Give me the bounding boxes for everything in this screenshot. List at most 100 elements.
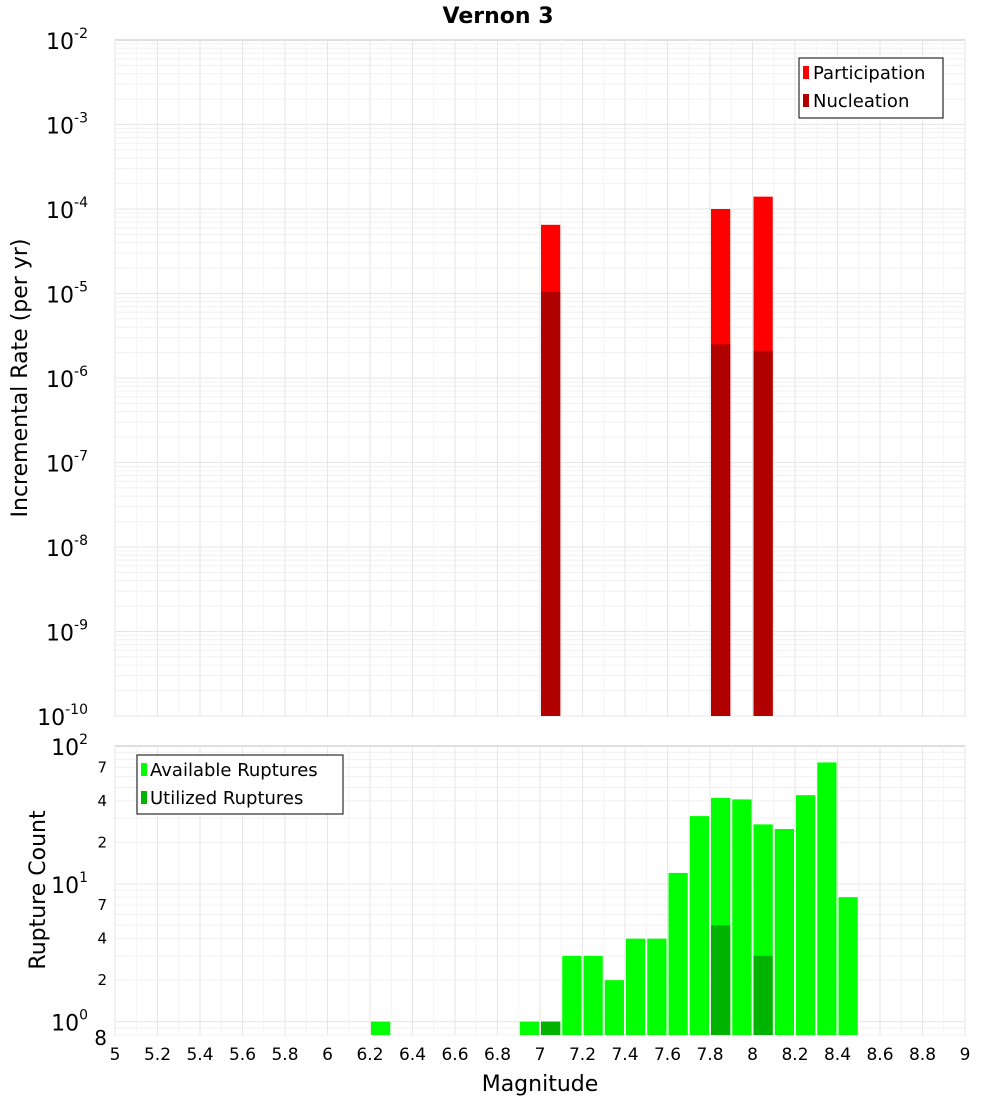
- legend-label-utilized: Utilized Ruptures: [150, 788, 303, 809]
- x-axis-ticks: 5 5.2 5.4 5.6 5.8 6 6.2 6.4 6.6 6.8 7 7.2 7.4 7.6 7.8 8…: [110, 1045, 971, 1065]
- rate-y-tick-label: 10-4: [46, 195, 88, 224]
- count-y-minor-tick-label: 2: [97, 971, 107, 989]
- rate-y-tick-label: 10-6: [46, 364, 88, 393]
- available-ruptures-bar: [647, 938, 667, 1035]
- x-tick-label: 5.2: [144, 1045, 171, 1065]
- count-y-minor-tick-label: 7: [97, 896, 107, 914]
- x-tick-label: 8.4: [824, 1045, 851, 1065]
- x-tick-label: 8: [747, 1045, 758, 1065]
- rate-y-tick-label: 10-9: [46, 618, 88, 647]
- count-y-tick-label-exponent: 0: [79, 1008, 88, 1024]
- rate-y-tick-label-exponent: -5: [74, 280, 88, 296]
- count-y-minor-tick-label: 2: [97, 833, 107, 851]
- rate-legend-box: [798, 57, 944, 119]
- count-y-tick-label-base: 10: [51, 874, 79, 899]
- available-ruptures-bar: [519, 1021, 539, 1035]
- rate-y-tick-label: 10-3: [46, 111, 88, 140]
- count-y-minor-tick-label: 4: [97, 792, 107, 810]
- x-tick-label: 9: [960, 1045, 971, 1065]
- count-bars: [371, 762, 858, 1035]
- x-axis-label: Magnitude: [482, 1072, 599, 1097]
- rate-y-tick-label-exponent: -3: [74, 111, 88, 127]
- rate-legend: Participation Nucleation: [798, 57, 944, 119]
- x-tick-label: 6.4: [399, 1045, 426, 1065]
- x-tick-label: 6.8: [484, 1045, 511, 1065]
- x-tick-label: 8.8: [909, 1045, 936, 1065]
- rate-bars: [541, 196, 773, 717]
- count-y-tick-label: 102: [51, 732, 88, 761]
- count-y-tick-label-base: 10: [51, 1012, 79, 1037]
- utilized-ruptures-bar: [711, 925, 731, 1035]
- rate-y-tick-label-base: 10: [37, 706, 65, 731]
- x-tick-label: 5.6: [229, 1045, 256, 1065]
- count-y-tick-label: 100: [51, 1008, 88, 1037]
- legend-swatch-utilized: [141, 791, 147, 804]
- count-y-tick-label-exponent: 1: [79, 870, 88, 886]
- x-tick-label: 7.4: [611, 1045, 638, 1065]
- rate-y-tick-label-base: 10: [46, 368, 74, 393]
- available-ruptures-bar: [626, 938, 646, 1035]
- available-ruptures-bar: [732, 799, 752, 1035]
- count-y-tick-label-exponent: 2: [79, 732, 88, 748]
- x-tick-label: 8.2: [781, 1045, 808, 1065]
- nucleation-bar: [711, 344, 731, 716]
- legend-label-available: Available Ruptures: [150, 760, 318, 781]
- nucleation-bar: [753, 350, 773, 716]
- available-ruptures-bar: [796, 795, 816, 1035]
- rate-gridlines: [114, 40, 966, 717]
- legend-label-nucleation: Nucleation: [813, 91, 909, 112]
- legend-swatch-nucleation: [803, 94, 809, 107]
- count-y-tick-label: 101: [51, 870, 88, 899]
- rate-y-tick-label-base: 10: [46, 453, 74, 478]
- available-ruptures-bar: [562, 955, 582, 1035]
- rate-y-tick-label: 10-2: [46, 26, 88, 55]
- chart-title: Vernon 3: [443, 4, 554, 29]
- count-legend-box: [136, 754, 344, 815]
- count-y-tick-label-base: 10: [51, 736, 79, 761]
- x-tick-label: 7.8: [696, 1045, 723, 1065]
- legend-label-participation: Participation: [813, 63, 925, 84]
- rate-y-tick-label: 10-8: [46, 533, 88, 562]
- count-y-minor-tick-label: 7: [97, 758, 107, 776]
- rate-y-tick-label-base: 10: [46, 30, 74, 55]
- rate-y-axis-label: Incremental Rate (per yr): [8, 239, 33, 518]
- available-ruptures-bar: [604, 980, 624, 1035]
- x-tick-label: 5.8: [271, 1045, 298, 1065]
- available-ruptures-bar: [838, 897, 858, 1035]
- x-tick-label: 7.6: [654, 1045, 681, 1065]
- nucleation-bar: [541, 291, 561, 716]
- rate-y-tick-label-base: 10: [46, 199, 74, 224]
- available-ruptures-bar: [689, 816, 709, 1035]
- available-ruptures-bar: [668, 872, 688, 1035]
- rate-y-tick-label-exponent: -6: [74, 364, 88, 380]
- x-tick-label: 5.4: [186, 1045, 213, 1065]
- utilized-ruptures-bar: [541, 1021, 561, 1035]
- count-y-minor-tick-label: 8: [94, 1026, 107, 1050]
- x-tick-label: 6.2: [356, 1045, 383, 1065]
- rate-y-tick-label-base: 10: [46, 537, 74, 562]
- rate-y-tick-label-base: 10: [46, 284, 74, 309]
- available-ruptures-bar: [817, 762, 837, 1035]
- rate-y-tick-label-exponent: -10: [65, 702, 88, 718]
- x-tick-label: 7: [535, 1045, 546, 1065]
- count-legend: Available Ruptures Utilized Ruptures: [136, 754, 344, 815]
- utilized-ruptures-bar: [753, 955, 773, 1035]
- available-ruptures-bar: [583, 955, 603, 1035]
- rate-y-tick-label-base: 10: [46, 115, 74, 140]
- available-ruptures-bar: [774, 828, 794, 1035]
- x-tick-label: 7.2: [569, 1045, 596, 1065]
- rate-y-tick-label: 10-10: [37, 702, 88, 731]
- rate-y-tick-label-exponent: -9: [74, 618, 88, 634]
- x-tick-label: 6.6: [441, 1045, 468, 1065]
- x-tick-label: 5: [110, 1045, 121, 1065]
- rate-y-tick-label-base: 10: [46, 622, 74, 647]
- rate-y-tick-label-exponent: -2: [74, 26, 88, 42]
- rate-y-tick-label-exponent: -8: [74, 533, 88, 549]
- x-tick-label: 8.6: [866, 1045, 893, 1065]
- rate-y-tick-label-exponent: -4: [74, 195, 88, 211]
